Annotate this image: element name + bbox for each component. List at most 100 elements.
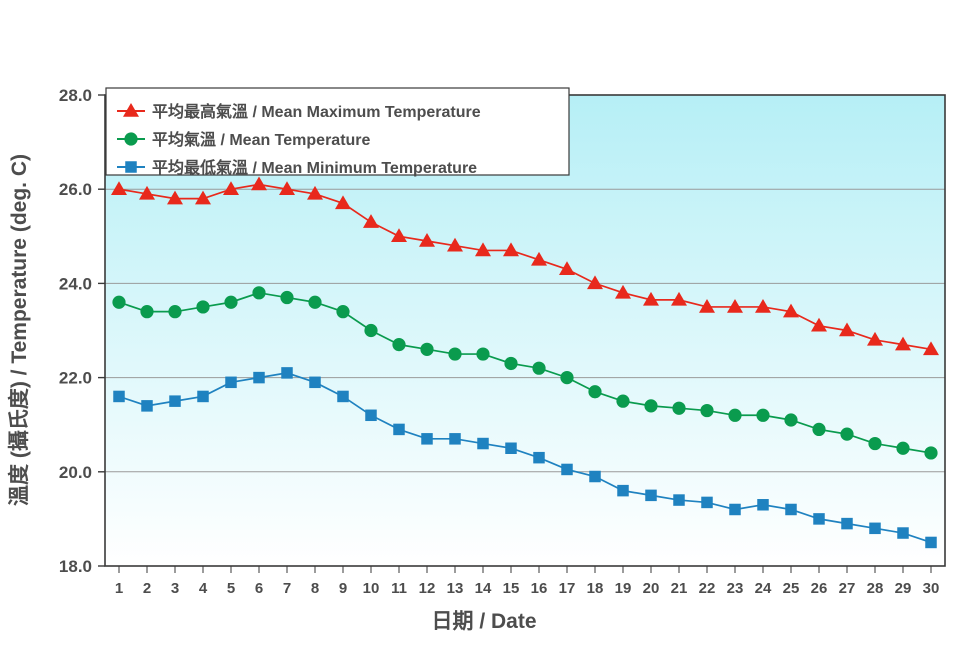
data-point-mean-temperature [308, 295, 322, 309]
y-tick-label: 24.0 [59, 274, 92, 293]
x-tick-label: 7 [283, 580, 291, 597]
data-point-mean-maximum-temperature [531, 251, 547, 266]
data-point-mean-temperature [924, 446, 938, 460]
data-point-mean-maximum-temperature [867, 331, 883, 346]
data-point-mean-temperature [756, 408, 770, 422]
data-point-mean-minimum-temperature [141, 400, 153, 412]
data-point-mean-maximum-temperature [195, 190, 211, 205]
x-tick-label: 6 [255, 580, 263, 597]
data-point-mean-maximum-temperature [167, 190, 183, 205]
data-point-mean-temperature [252, 286, 266, 300]
data-point-mean-temperature [588, 385, 602, 399]
data-point-mean-minimum-temperature [477, 437, 489, 450]
y-axis-tick-labels: 28.0 26.0 24.0 22.0 20.0 18.0 [59, 86, 92, 576]
series-mean-maximum-temperature [111, 176, 939, 356]
data-point-mean-maximum-temperature [727, 298, 743, 313]
x-tick-label: 28 [867, 580, 884, 597]
data-point-mean-minimum-temperature [869, 522, 881, 535]
data-point-mean-minimum-temperature [505, 442, 517, 454]
data-point-mean-temperature [168, 305, 182, 319]
data-point-mean-maximum-temperature [671, 291, 687, 306]
legend-entry-mean-maximum-temperature[interactable]: 平均最高氣溫 / Mean Maximum Temperature [117, 102, 481, 121]
x-tick-label: 10 [363, 580, 380, 597]
data-point-mean-maximum-temperature [699, 298, 715, 313]
data-point-mean-minimum-temperature [169, 395, 181, 407]
x-tick-label: 27 [839, 580, 856, 597]
series-mean-temperature [112, 286, 938, 460]
data-point-mean-temperature [448, 347, 462, 361]
x-tick-label: 5 [227, 580, 235, 597]
legend-entry-mean-minimum-temperature[interactable]: 平均最低氣溫 / Mean Minimum Temperature [117, 158, 477, 177]
y-tick-label: 26.0 [59, 180, 92, 199]
data-point-mean-temperature [112, 295, 126, 309]
data-point-mean-maximum-temperature [279, 181, 295, 195]
x-tick-label: 30 [923, 580, 940, 597]
data-point-mean-temperature [280, 290, 294, 305]
data-point-mean-temperature [700, 403, 714, 418]
y-axis-title: 溫度 (攝氏度) / Temperature (deg. C) [7, 154, 31, 506]
data-point-mean-maximum-temperature [391, 228, 407, 243]
data-point-mean-maximum-temperature [475, 242, 491, 257]
data-point-mean-maximum-temperature [783, 303, 799, 318]
data-point-mean-maximum-temperature [755, 298, 771, 313]
data-point-mean-maximum-temperature [139, 185, 155, 200]
data-point-mean-temperature [868, 436, 882, 451]
x-tick-label: 26 [811, 580, 828, 597]
data-point-mean-temperature [728, 408, 742, 422]
data-point-mean-temperature [896, 441, 910, 455]
x-tick-label: 14 [475, 580, 492, 597]
data-point-mean-temperature [812, 422, 826, 437]
data-point-mean-temperature [644, 399, 658, 413]
data-point-mean-maximum-temperature [559, 261, 575, 276]
data-point-mean-maximum-temperature [839, 322, 855, 337]
x-tick-label: 21 [671, 580, 688, 597]
data-point-mean-minimum-temperature [393, 423, 405, 436]
data-point-mean-minimum-temperature [421, 433, 433, 445]
data-point-mean-minimum-temperature [617, 484, 629, 497]
data-point-mean-minimum-temperature [897, 527, 909, 539]
x-tick-label: 1 [115, 580, 123, 597]
data-point-mean-maximum-temperature [251, 176, 267, 191]
data-point-mean-temperature [392, 338, 406, 352]
data-series-layer [111, 176, 939, 549]
x-tick-label: 23 [727, 580, 744, 597]
data-point-mean-temperature [140, 305, 154, 319]
data-point-mean-minimum-temperature [113, 390, 125, 403]
y-tick-label: 20.0 [59, 463, 92, 482]
x-tick-label: 18 [587, 580, 604, 597]
data-point-mean-minimum-temperature [925, 536, 937, 549]
x-tick-label: 24 [755, 580, 772, 597]
data-point-mean-maximum-temperature [643, 291, 659, 306]
x-tick-label: 16 [531, 580, 548, 597]
y-axis-ticks [98, 94, 105, 567]
y-tick-label: 28.0 [59, 86, 92, 105]
data-point-mean-temperature [420, 342, 434, 356]
data-point-mean-minimum-temperature [533, 451, 545, 464]
data-point-mean-temperature [532, 361, 546, 375]
data-point-mean-maximum-temperature [895, 336, 911, 351]
x-tick-label: 29 [895, 580, 912, 597]
data-point-mean-temperature [616, 394, 630, 408]
x-tick-label: 2 [143, 580, 151, 597]
data-point-mean-maximum-temperature [447, 237, 463, 252]
data-point-mean-minimum-temperature [365, 409, 377, 422]
x-tick-label: 8 [311, 580, 319, 597]
data-point-mean-minimum-temperature [253, 371, 265, 384]
x-tick-label: 3 [171, 580, 179, 597]
x-tick-label: 20 [643, 580, 660, 597]
data-point-mean-temperature [196, 300, 210, 314]
legend-entry-mean-temperature[interactable]: 平均氣溫 / Mean Temperature [117, 130, 371, 149]
data-point-mean-temperature [840, 427, 854, 441]
x-tick-label: 25 [783, 580, 800, 597]
data-point-mean-minimum-temperature [757, 499, 769, 511]
data-point-mean-temperature [784, 413, 798, 427]
data-point-mean-minimum-temperature [729, 503, 741, 516]
x-tick-label: 19 [615, 580, 632, 597]
data-point-mean-maximum-temperature [363, 214, 379, 228]
data-point-mean-maximum-temperature-legend [123, 103, 139, 117]
legend-label-mean-minimum-temperature: 平均最低氣溫 / Mean Minimum Temperature [152, 158, 477, 177]
x-tick-label: 13 [447, 580, 464, 597]
data-point-mean-minimum-temperature [841, 517, 853, 530]
x-tick-label: 9 [339, 580, 347, 597]
